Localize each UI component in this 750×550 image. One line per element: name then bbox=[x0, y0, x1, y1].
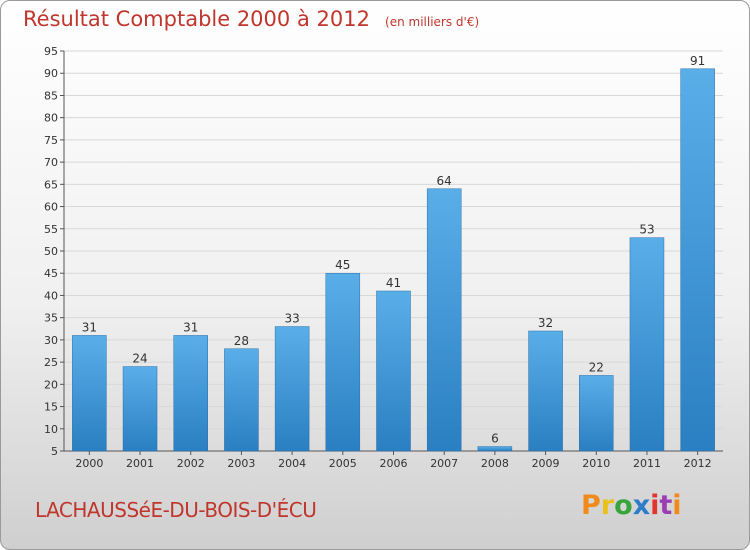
y-tick-label: 50 bbox=[44, 245, 58, 258]
y-tick-label: 15 bbox=[44, 401, 58, 414]
y-tick-label: 20 bbox=[44, 378, 58, 391]
y-tick-label: 55 bbox=[44, 223, 58, 236]
chart-title-block: Résultat Comptable 2000 à 2012 (en milli… bbox=[23, 7, 479, 31]
bar bbox=[528, 330, 563, 452]
bar bbox=[173, 335, 208, 452]
y-tick-label: 35 bbox=[44, 312, 58, 325]
y-tick-label: 25 bbox=[44, 356, 58, 369]
y-tick-label: 85 bbox=[44, 89, 58, 102]
data-label: 31 bbox=[183, 320, 198, 334]
y-tick-label: 80 bbox=[44, 112, 58, 125]
bar bbox=[122, 366, 158, 452]
x-tick-label: 2003 bbox=[227, 457, 255, 470]
bar bbox=[224, 348, 259, 452]
logo-letter: P bbox=[581, 490, 601, 521]
logo-letter: i bbox=[672, 490, 682, 521]
data-label: 24 bbox=[132, 352, 147, 366]
y-tick-label: 45 bbox=[44, 267, 58, 280]
y-tick-label: 95 bbox=[44, 45, 58, 58]
logo-letter: i bbox=[650, 490, 660, 521]
x-tick-label: 2011 bbox=[633, 457, 661, 470]
logo-letter: o bbox=[614, 490, 633, 521]
logo-letter: t bbox=[659, 490, 673, 521]
bars bbox=[72, 68, 715, 452]
x-tick-label: 2010 bbox=[582, 457, 610, 470]
x-tick-label: 2007 bbox=[430, 457, 458, 470]
data-label: 33 bbox=[284, 312, 299, 326]
data-label: 6 bbox=[491, 432, 499, 446]
x-tick-label: 2009 bbox=[532, 457, 560, 470]
data-label: 31 bbox=[82, 320, 97, 334]
data-label: 41 bbox=[386, 276, 401, 290]
data-label: 32 bbox=[538, 316, 553, 330]
x-tick-label: 2012 bbox=[684, 457, 712, 470]
x-tick-label: 2001 bbox=[126, 457, 154, 470]
bar bbox=[325, 272, 361, 452]
bar bbox=[72, 335, 107, 452]
y-tick-label: 70 bbox=[44, 156, 58, 169]
bar bbox=[680, 68, 715, 452]
bar bbox=[477, 446, 513, 452]
bar bbox=[376, 290, 411, 452]
x-tick-label: 2006 bbox=[380, 457, 408, 470]
y-tick-label: 75 bbox=[44, 134, 58, 147]
data-label: 28 bbox=[234, 334, 249, 348]
x-tick-label: 2004 bbox=[278, 457, 306, 470]
logo-letter: r bbox=[600, 490, 615, 521]
chart-title: Résultat Comptable 2000 à 2012 bbox=[23, 7, 370, 31]
y-tick-label: 40 bbox=[44, 289, 58, 302]
y-tick-label: 30 bbox=[44, 334, 58, 347]
chart-subtitle: (en milliers d'€) bbox=[385, 15, 480, 29]
y-tick-label: 90 bbox=[44, 67, 58, 80]
y-tick-label: 10 bbox=[44, 423, 58, 436]
x-tick-label: 2002 bbox=[177, 457, 205, 470]
x-tick-label: 2005 bbox=[329, 457, 357, 470]
data-label: 64 bbox=[437, 174, 452, 188]
x-tick-label: 2000 bbox=[75, 457, 103, 470]
proxiti-logo[interactable]: Proxiti bbox=[581, 490, 682, 521]
bar bbox=[274, 326, 310, 452]
bar bbox=[426, 188, 462, 452]
labels: 5 10 15 20 25 30 35 40 45 50 55 60 65 70 75 80 85 90 95 31 2… bbox=[44, 45, 712, 470]
data-label: 53 bbox=[639, 223, 654, 237]
y-tick-label: 60 bbox=[44, 201, 58, 214]
data-label: 45 bbox=[335, 258, 350, 272]
bar-chart: 5 10 15 20 25 30 35 40 45 50 55 60 65 70 75 80 85 90 95 31 2… bbox=[44, 45, 723, 470]
data-label: 22 bbox=[589, 360, 604, 374]
x-tick-label: 2008 bbox=[481, 457, 509, 470]
bar bbox=[629, 237, 665, 452]
commune-name: LACHAUSSéE-DU-BOIS-D'ÉCU bbox=[35, 498, 317, 522]
y-tick-label: 5 bbox=[51, 445, 58, 458]
logo-letter: x bbox=[632, 490, 651, 521]
y-tick-label: 65 bbox=[44, 178, 58, 191]
bar bbox=[579, 375, 614, 452]
data-label: 91 bbox=[690, 54, 705, 68]
